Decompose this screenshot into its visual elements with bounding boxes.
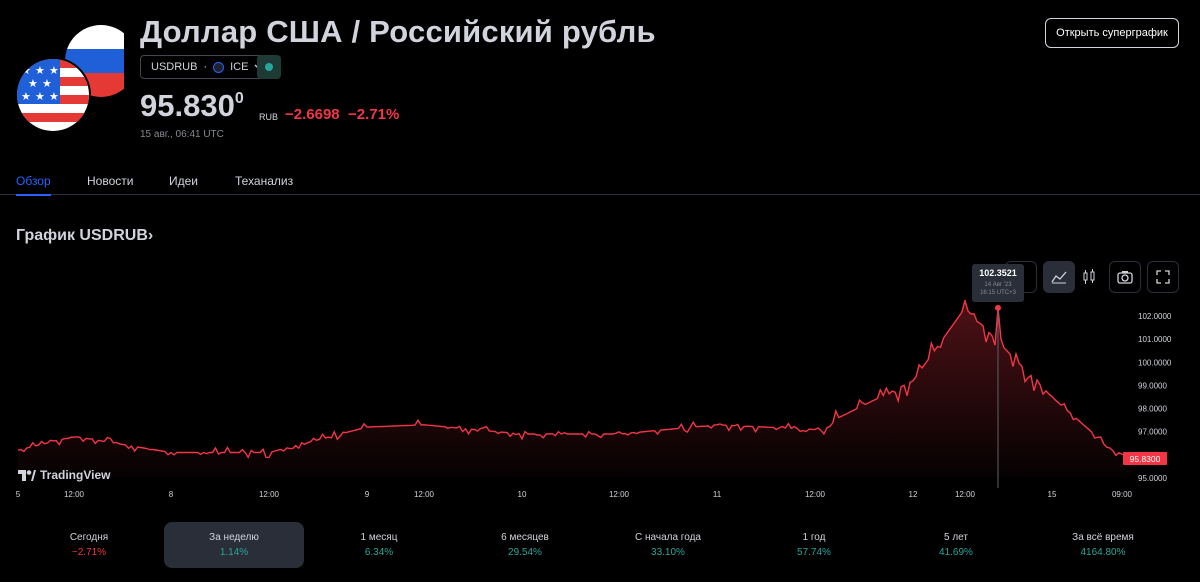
tooltip-date: 14 Авг '23: [984, 282, 1012, 288]
symbol-selector[interactable]: USDRUB · ICE: [140, 55, 274, 79]
x-tick-label: 12:00: [805, 490, 826, 499]
y-tick-label: 98.0000: [1138, 405, 1167, 414]
price-chart[interactable]: 102.0000 101.0000 100.0000 99.0000 98.0000 97…: [0, 300, 1200, 510]
y-tick-label: 99.0000: [1138, 381, 1167, 390]
x-tick-label: 12:00: [64, 490, 85, 499]
area-chart-icon: [1051, 271, 1067, 284]
fullscreen-button[interactable]: [1147, 261, 1179, 293]
price-area: [16, 300, 1132, 478]
fullscreen-icon: [1156, 270, 1170, 284]
crosshair-tooltip: 102.3521 14 Авг '23 16:15 UTC+3: [972, 264, 1024, 302]
x-tick-label: 12: [909, 490, 918, 499]
period-today[interactable]: Сегодня −2.71%: [69, 532, 109, 558]
tab-bar: Обзор Новости Идеи Теханализ: [0, 170, 1200, 196]
last-price-badge: [1123, 452, 1167, 465]
performance-periods: Сегодня −2.71% За неделю 1.14% 1 месяц 6.34…: [0, 522, 1200, 568]
y-tick-label: 100.0000: [1138, 358, 1172, 367]
tooltip-time: 16:15 UTC+3: [980, 290, 1016, 296]
svg-text:★: ★: [49, 64, 59, 77]
price-change: −2.6698 −2.71%: [285, 106, 400, 123]
x-tick-label: 12:00: [414, 490, 435, 499]
tab-ideas[interactable]: Идеи: [169, 174, 199, 188]
area-chart-button[interactable]: [1043, 261, 1075, 293]
page-title: Доллар США / Российский рубль: [140, 14, 656, 49]
y-tick-label: 97.0000: [1138, 428, 1167, 437]
separator-dot: ·: [203, 61, 208, 73]
x-tick-label: 5: [16, 490, 21, 499]
currency-label: RUB: [259, 112, 279, 122]
tooltip-value: 102.3521: [979, 268, 1017, 278]
x-tick-label: 09:00: [1112, 490, 1133, 499]
period-1year[interactable]: 1 год 57.74%: [797, 532, 831, 558]
tradingview-label: TradingView: [40, 468, 111, 482]
price-timestamp: 15 авг., 06:41 UTC: [140, 129, 224, 140]
market-status-button[interactable]: [257, 55, 281, 79]
tab-news[interactable]: Новости: [87, 174, 134, 188]
screenshot-button[interactable]: [1109, 261, 1141, 293]
candles-chart-button[interactable]: [1073, 261, 1105, 293]
price-line: [17, 300, 1133, 460]
status-dot-icon: [265, 63, 273, 71]
tradingview-logo: TradingView: [18, 468, 110, 482]
chevron-right-icon: ›: [147, 227, 154, 244]
tab-overview[interactable]: Обзор: [16, 174, 51, 196]
x-tick-label: 10: [518, 490, 527, 499]
svg-text:★: ★: [42, 77, 52, 90]
x-tick-label: 12:00: [955, 490, 976, 499]
price-superscript: 0: [234, 90, 244, 107]
exchange-icon: [213, 61, 225, 73]
candles-icon: [1083, 269, 1095, 284]
period-alltime[interactable]: За всё время 4164.80%: [1072, 532, 1134, 558]
period-ytd[interactable]: С начала года 33.10%: [635, 532, 701, 558]
tradingview-logo-icon: [18, 469, 36, 481]
y-tick-label: 102.0000: [1138, 312, 1172, 321]
x-tick-label: 8: [169, 490, 174, 499]
x-tick-label: 11: [713, 490, 722, 499]
tab-techanalysis[interactable]: Теханализ: [235, 174, 294, 188]
x-tick-label: 12:00: [609, 490, 630, 499]
svg-text:★: ★: [35, 90, 45, 103]
usa-flag-icon: ★★★ ★★ ★★★: [17, 59, 89, 131]
x-tick-label: 15: [1048, 490, 1057, 499]
x-tick-label: 9: [365, 490, 370, 499]
svg-text:★: ★: [28, 77, 38, 90]
period-5years[interactable]: 5 лет 41.69%: [939, 532, 973, 558]
period-1month[interactable]: 1 месяц 6.34%: [360, 532, 398, 558]
symbol-label: USDRUB: [151, 61, 198, 73]
open-supergraph-button[interactable]: Открыть суперграфик: [1045, 18, 1179, 48]
svg-text:★: ★: [21, 90, 31, 103]
camera-icon: [1117, 271, 1133, 284]
y-tick-label: 95.0000: [1138, 474, 1167, 483]
x-tick-label: 12:00: [259, 490, 280, 499]
period-6months[interactable]: 6 месяцев 29.54%: [501, 532, 549, 558]
y-tick-label: 101.0000: [1138, 335, 1172, 344]
period-week[interactable]: За неделю 1.14%: [164, 522, 304, 568]
svg-text:★: ★: [49, 90, 59, 103]
last-price-label: 95.8300: [1130, 454, 1161, 464]
exchange-label: ICE: [230, 61, 249, 73]
current-price: 95.8300: [140, 88, 244, 123]
time-axis: 5 12:00 8 12:00 9 12:00 10 12:00 11 12:00 12 12:00 1…: [16, 490, 1133, 499]
chart-title-link[interactable]: График USDRUB›: [16, 227, 154, 244]
crosshair-point: [995, 304, 1001, 311]
svg-text:★: ★: [35, 64, 45, 77]
usd-rub-flag-icons: ★★★ ★★ ★★★: [16, 25, 124, 132]
